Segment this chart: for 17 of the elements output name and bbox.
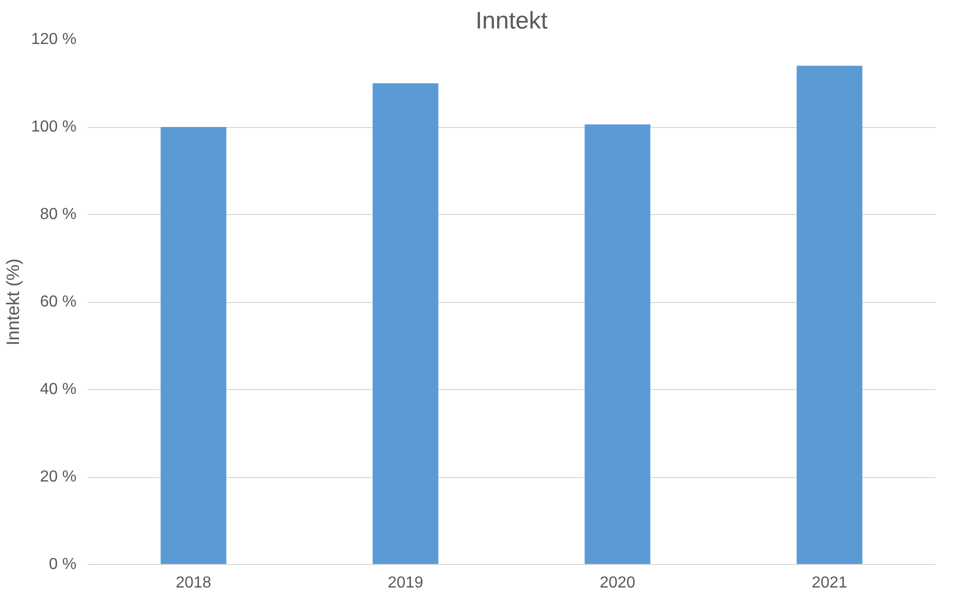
y-tick-label: 20 % [40,468,76,486]
bar [160,127,226,564]
chart-title: Inntekt [475,8,548,34]
y-axis-title: Inntekt (%) [3,258,24,346]
x-tick-label: 2018 [176,574,212,592]
x-tick-label: 2019 [388,574,424,592]
y-tick-label: 120 % [31,31,77,48]
y-tick-label: 0 % [48,556,77,573]
x-tick-label: 2020 [600,574,636,592]
y-tick-label: 80 % [40,206,76,223]
y-tick-label: 60 % [40,294,76,310]
y-tick-label: 100 % [31,118,77,136]
bar [796,66,862,564]
y-tick-label: 40 % [40,381,76,398]
bar [584,124,650,564]
bar [372,83,438,564]
x-tick-label: 2021 [812,574,848,592]
